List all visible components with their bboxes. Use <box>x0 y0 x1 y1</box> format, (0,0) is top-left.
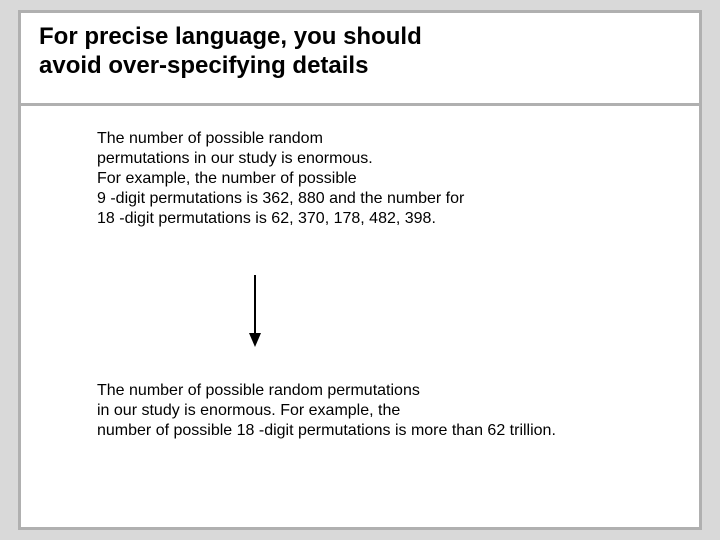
para-top-l3: For example, the number of possible <box>97 169 657 189</box>
para-bottom-l3: number of possible 18 -digit permutation… <box>97 421 687 441</box>
para-bottom-l1: The number of possible random permutatio… <box>97 381 687 401</box>
title-line-2: avoid over-specifying details <box>39 52 679 81</box>
para-top-l5: 18 -digit permutations is 62, 370, 178, … <box>97 209 657 229</box>
paragraph-before: The number of possible random permutatio… <box>97 129 657 229</box>
slide-title: For precise language, you should avoid o… <box>39 23 679 81</box>
down-arrow-icon <box>245 275 265 347</box>
para-top-l4: 9 -digit permutations is 362, 880 and th… <box>97 189 657 209</box>
para-top-l2: permutations in our study is enormous. <box>97 149 657 169</box>
para-top-l1: The number of possible random <box>97 129 657 149</box>
paragraph-after: The number of possible random permutatio… <box>97 381 687 441</box>
title-line-1: For precise language, you should <box>39 23 679 52</box>
horizontal-divider <box>18 103 702 106</box>
para-bottom-l2: in our study is enormous. For example, t… <box>97 401 687 421</box>
slide-frame: For precise language, you should avoid o… <box>18 10 702 530</box>
